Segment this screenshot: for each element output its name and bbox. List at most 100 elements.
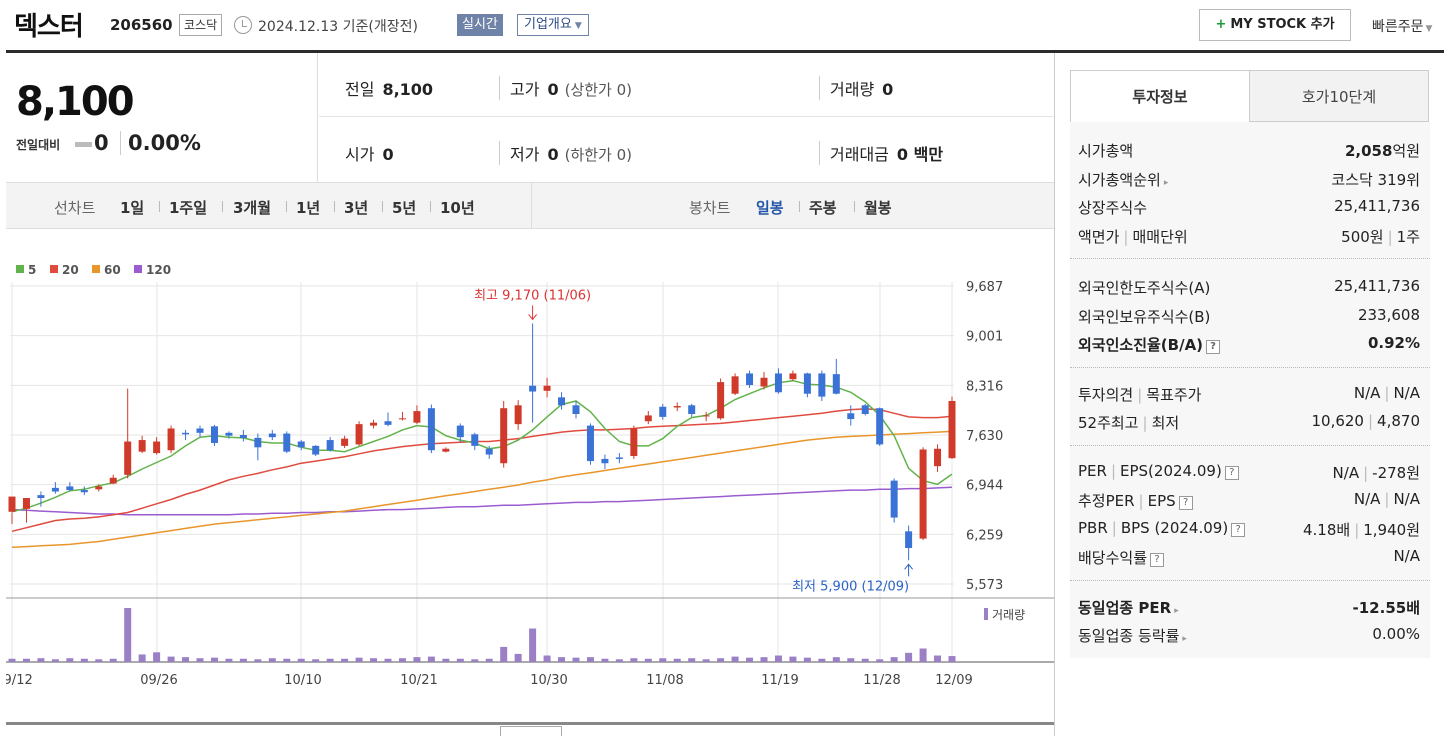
candle-up [760,377,768,387]
candle-down [847,413,855,420]
help-icon[interactable]: ? [1178,496,1193,510]
candle-down [485,448,493,455]
chart-collapse-handle[interactable] [500,726,562,736]
stock-chart[interactable]: 9,687 9,001 8,316 7,630 6,944 6,259 5,573 09/12… [6,230,1054,722]
candle-down [905,531,913,548]
market-cap-rank-label-text: 시가총액순위 [1078,170,1161,189]
period-3y[interactable]: 3년 [344,199,369,217]
volume-bar [485,658,493,662]
tab-invest-info[interactable]: 투자정보 [1070,70,1250,122]
candle-down [456,425,464,438]
candle-down [297,441,305,448]
period-5y[interactable]: 5년 [392,199,417,217]
candle-up [370,422,378,426]
volume-bar [471,659,479,662]
est-per-value: N/A [1353,490,1381,508]
x-tick-label: 10/30 [530,673,567,688]
per-row: PER | EPS(2024.09)? N/A | -278원 [1070,458,1430,487]
y-tick-label: 6,259 [966,528,1003,543]
sector-per-label-text: 동일업종 PER [1078,598,1172,617]
market-cap-label: 시가총액 [1078,142,1134,160]
volume-bar [95,659,103,662]
volume-bar [659,658,667,662]
price-summary: 8,100 전일대비 0 0.00% 전일 8,100 고가 0 (상한가 0) 거래… [6,53,1054,183]
sector-group: 동일업종 PER ▸ -12.55배 동일업종 등락률 ▸ 0.00% [1070,580,1430,658]
legend-swatch [16,265,24,273]
low-value: 0 [547,145,559,164]
volume-bar [746,657,754,662]
candle-up [355,424,363,445]
volume-label: 거래량 [830,80,875,99]
help-icon[interactable]: ? [1150,553,1165,567]
flat-change-icon [75,142,92,147]
x-tick-label: 10/10 [284,673,321,688]
volume-bar [239,658,247,662]
volume-bar [124,608,132,662]
volume-bar [456,658,464,662]
high-annotation: 최고 9,170 (11/06) [474,288,591,303]
help-icon[interactable]: ? [1206,340,1221,354]
pbr-row: PBR | BPS (2024.09)? 4.18배 | 1,940원 [1070,515,1430,544]
help-icon[interactable]: ? [1224,465,1239,480]
period-1w[interactable]: 1주일 [169,199,208,217]
sector-change-row[interactable]: 동일업종 등락률 ▸ 0.00% [1070,621,1430,650]
add-my-stock-button[interactable]: + MY STOCK 추가 [1199,9,1351,41]
period-weekly[interactable]: 주봉 [809,199,837,217]
y-tick-label: 9,687 [966,280,1003,295]
eps-value: -278원 [1372,463,1420,482]
tab-order-book[interactable]: 호가10단계 [1249,70,1429,122]
volume-bar [847,658,855,662]
pbr-values: 4.18배 | 1,940원 [1302,520,1420,539]
candle-up [731,376,739,394]
volume-bar [413,657,421,662]
candle-up [717,382,725,419]
candle-up [153,441,161,454]
period-1d[interactable]: 1일 [120,199,145,217]
volume-bar [109,658,117,662]
current-price: 8,100 [16,79,135,125]
volume-bar [558,657,566,662]
candle-down [586,425,594,462]
candle-down [803,373,811,394]
period-3m[interactable]: 3개월 [233,199,272,217]
market-cap-group: 시가총액 2,058억원 시가총액순위 ▸ 코스닥 319위 상장주식수 25,411,… [1070,122,1430,259]
legend-swatch [92,265,100,273]
market-cap-row: 시가총액 2,058억원 [1070,136,1430,165]
open-label: 시가 [345,145,375,164]
separator [286,201,287,212]
candle-down [558,397,566,406]
period-10y[interactable]: 10년 [440,199,475,217]
company-overview-dropdown[interactable]: 기업개요 ▼ [517,14,589,36]
foreign-hold-label: 외국인보유주식수(B) [1078,307,1211,326]
sector-per-row[interactable]: 동일업종 PER ▸ -12.55배 [1070,593,1430,622]
realtime-button[interactable]: 실시간 [457,14,503,36]
help-icon[interactable]: ? [1231,522,1246,537]
market-cap-rank-row[interactable]: 시가총액순위 ▸ 코스닥 319위 [1070,165,1430,194]
volume-bar [861,658,869,662]
opinion-label: 투자의견 [1078,385,1134,404]
x-tick-label: 12/09 [935,673,972,688]
volume-bar [688,658,696,662]
panel-divider [1054,53,1055,736]
volume-bar [948,656,956,662]
quick-order-dropdown[interactable]: 빠른주문 ▼ [1372,16,1432,36]
candle-down [688,405,696,414]
bps-value: 1,940원 [1363,520,1420,539]
candle-down [210,426,218,443]
trade-unit-label: 매매단위 [1132,227,1188,246]
period-monthly[interactable]: 월봉 [864,199,892,217]
foreign-hold-row: 외국인보유주식수(B) 233,608 [1070,302,1430,331]
candle-up [109,477,117,484]
stock-name: 덱스터 [14,12,84,42]
candle-down [746,373,754,386]
high-price: 고가 0 (상한가 0) [499,76,632,100]
shares-value: 25,411,736 [1334,197,1420,215]
period-1y[interactable]: 1년 [296,199,321,217]
open-value: 0 [382,145,394,164]
sector-per-label: 동일업종 PER ▸ [1078,597,1179,618]
y-tick-label: 8,316 [966,379,1003,394]
market-cap: 2,058억원 [1345,140,1420,161]
high-arrow-head [528,314,538,321]
candlestick-chart-svg: 9,687 9,001 8,316 7,630 6,944 6,259 5,573 09/12… [6,263,1054,688]
period-daily[interactable]: 일봉 [756,199,784,217]
